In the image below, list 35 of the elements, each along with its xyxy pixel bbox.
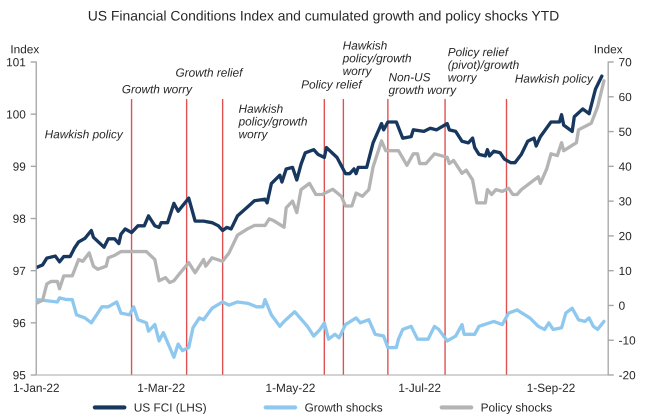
- y2-tick-label: 10: [619, 266, 632, 276]
- legend-label: US FCI (LHS): [134, 403, 206, 414]
- y2-tick-label: 70: [619, 58, 632, 66]
- y2-tick-label: 30: [619, 197, 632, 206]
- annotation: Hawkish policy: [45, 130, 124, 141]
- annotation: Hawkish policy/growth worry: [238, 104, 307, 141]
- y2-tick-label: 60: [619, 92, 632, 102]
- y2-tick-label: 40: [618, 162, 632, 171]
- y-tick-label: 101: [7, 58, 26, 66]
- annotation: Growth worry: [122, 84, 193, 96]
- annotation: Growth relief: [176, 68, 244, 77]
- y2-tick-label: 20: [619, 232, 632, 240]
- y-tick-label: 98: [13, 214, 26, 223]
- legend-label: Growth shocks: [305, 403, 382, 412]
- line-series: [36, 296, 606, 359]
- annotation: Policy relief: [302, 80, 363, 91]
- y2-tick-label: 50: [619, 128, 632, 136]
- y2-axis-title: Index: [594, 44, 622, 54]
- chart-title: US Financial Conditions Index and cumulated growth and policy shocks YTD: [88, 10, 559, 24]
- y2-tick-label: -20: [619, 371, 636, 380]
- annotation: Hawkish policy: [515, 74, 594, 86]
- y-axis-title: Index: [11, 44, 40, 54]
- y2-tick-label: -10: [619, 336, 636, 345]
- y2-tick-label: 0: [619, 301, 625, 310]
- y-tick-label: 99: [13, 162, 26, 171]
- y-tick-label: 95: [13, 371, 26, 380]
- y-tick-label: 96: [13, 318, 26, 328]
- x-tick-label: 1-Mar-22: [138, 384, 185, 392]
- x-tick-label: 1-May-22: [266, 384, 315, 394]
- y-tick-label: 97: [13, 266, 26, 276]
- x-tick-label: 1-Jul-22: [399, 383, 440, 392]
- y-tick-label: 100: [7, 110, 26, 119]
- legend-label: Policy shocks: [482, 403, 552, 414]
- x-tick-label: 1-Jan-22: [14, 384, 59, 392]
- x-tick-label: 1-Sep-22: [528, 384, 575, 394]
